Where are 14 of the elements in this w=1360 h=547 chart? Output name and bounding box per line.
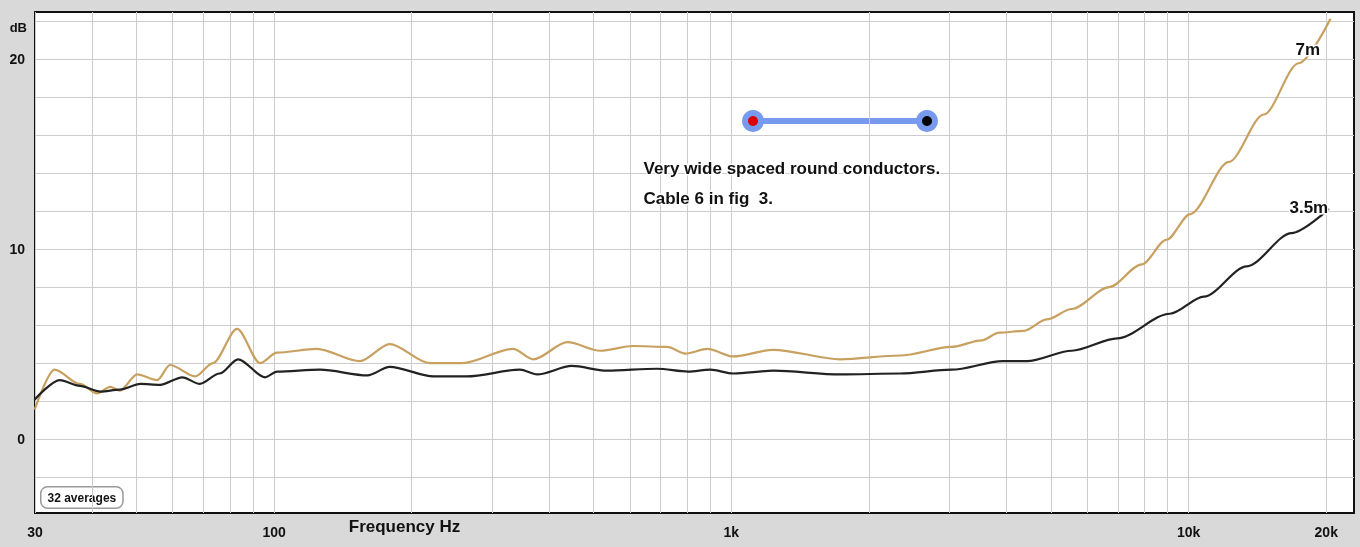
annotation: Very wide spaced round conductors. xyxy=(643,158,941,178)
y-axis-title: dB xyxy=(9,20,27,35)
x-tick-label: 100 xyxy=(262,524,286,540)
y-tick-label: 10 xyxy=(9,241,26,258)
annotation: 32 averages xyxy=(47,490,117,505)
y-tick-label: 20 xyxy=(9,51,26,68)
x-tick-label: 30 xyxy=(27,524,43,540)
x-tick-label: 1k xyxy=(723,524,740,540)
y-tick-label: 0 xyxy=(17,430,26,447)
annotation: Cable 6 in fig 3. xyxy=(643,188,773,208)
x-axis-title: Frequency Hz xyxy=(348,517,461,536)
x-tick-label: 20k xyxy=(1314,524,1339,540)
x-tick-label: 10k xyxy=(1176,524,1201,540)
series-label: 3.5m xyxy=(1289,197,1329,217)
